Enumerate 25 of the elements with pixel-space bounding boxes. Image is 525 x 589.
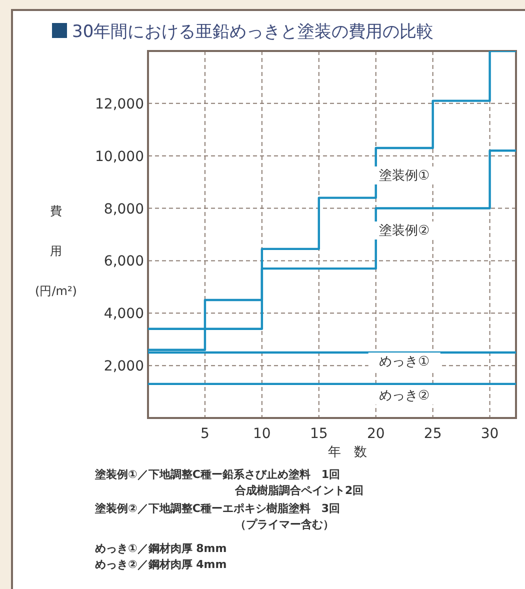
x-tick-label: 20 <box>366 426 385 442</box>
chart-title: 30年間における亜鉛めっきと塗装の費用の比較 <box>72 22 434 42</box>
series-label: 塗装例② <box>379 224 430 238</box>
y-tick-label: 10,000 <box>95 148 144 165</box>
y-tick-label: 8,000 <box>104 201 144 218</box>
x-axis-title: 年 数 <box>328 445 367 460</box>
text: 塗装例②／下地調整C種ーエポキシ樹脂塗料 3回 <box>94 502 340 515</box>
y-tick-label: 12,000 <box>95 96 144 112</box>
x-tick-label: 5 <box>200 426 210 442</box>
y-tick-label: 4,000 <box>104 306 144 322</box>
series-label: 塗装例① <box>379 168 430 184</box>
text: 塗装例①／下地調整C種ー鉛系さび止め塗料 1回 <box>94 468 340 481</box>
series-label: めっき① <box>379 354 430 370</box>
text: （プライマー含む） <box>235 518 334 531</box>
x-tick-label: 15 <box>310 426 328 442</box>
text: めっき①／鋼材肉厚 8mm <box>95 542 227 555</box>
text: 合成樹脂調合ペイント2回 <box>234 484 364 497</box>
text: めっき②／鋼材肉厚 4mm <box>95 558 227 571</box>
y-tick-label: 2,000 <box>104 358 144 375</box>
x-tick-label: 30 <box>480 426 499 442</box>
series-label: めっき② <box>379 388 430 404</box>
x-tick-label: 25 <box>424 426 442 442</box>
x-tick-label: 10 <box>253 426 271 442</box>
text: 費用(円/m²) <box>35 204 77 298</box>
y-tick-label: 6,000 <box>104 254 144 270</box>
